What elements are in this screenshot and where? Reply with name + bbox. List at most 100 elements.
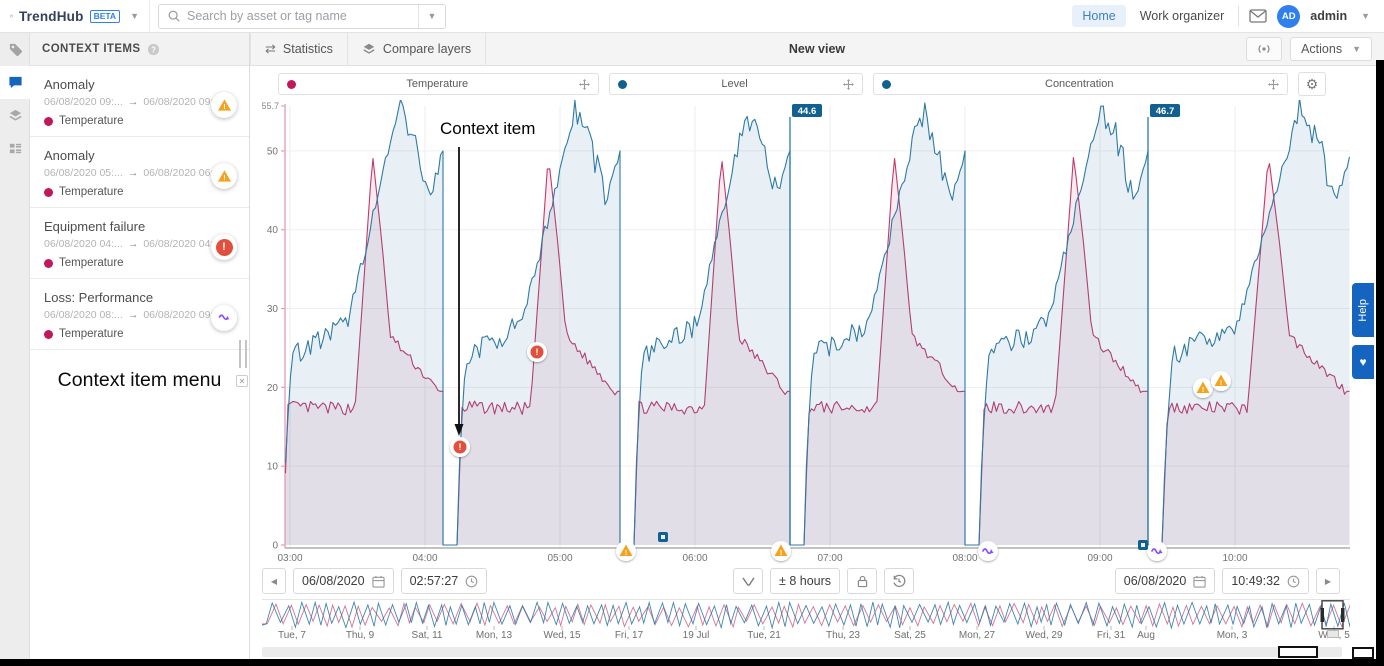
nav-work-organizer[interactable]: Work organizer	[1139, 9, 1225, 23]
svg-text:10: 10	[267, 462, 279, 473]
compare-layers-button[interactable]: Compare layers	[348, 33, 487, 65]
warning-marker[interactable]: !	[616, 541, 636, 561]
overview-tick-label: Mon, 3	[1216, 630, 1248, 641]
context-item-start: 06/08/2020 04:...	[44, 238, 123, 250]
divider	[418, 4, 419, 28]
svg-text:55.7: 55.7	[261, 101, 279, 111]
nav-home[interactable]: Home	[1072, 5, 1126, 27]
icon-rail	[0, 33, 30, 666]
chevron-down-icon[interactable]: ▼	[130, 11, 139, 21]
overview-tick-label: Wed, 15	[543, 630, 581, 641]
clock-icon	[1287, 575, 1300, 587]
history-button[interactable]	[884, 568, 915, 594]
panel-resize-handle[interactable]	[239, 340, 247, 368]
arrow-right-icon: →	[127, 309, 139, 321]
context-item-title: Anomaly	[44, 77, 95, 92]
duration-field[interactable]: ± 8 hours	[770, 568, 841, 594]
svg-text:44.6: 44.6	[798, 106, 817, 117]
arrow-right-icon: →	[127, 238, 139, 250]
error-marker[interactable]: !	[450, 437, 470, 457]
warning-marker[interactable]: !	[771, 541, 791, 561]
svg-text:0: 0	[272, 541, 278, 552]
actions-button[interactable]: Actions ▼	[1290, 37, 1372, 61]
warning-status-badge[interactable]: !	[211, 92, 237, 118]
avatar[interactable]: AD	[1277, 4, 1301, 28]
warning-status-badge[interactable]: !	[211, 163, 237, 189]
context-item-row[interactable]: Anomaly 06/08/2020 09:... → 06/08/2020 0…	[30, 66, 249, 137]
layers-rail-button[interactable]	[0, 99, 30, 132]
svg-text:04:00: 04:00	[412, 553, 437, 564]
arrow-right-icon: →	[127, 167, 139, 179]
series-label: Level	[721, 78, 748, 90]
lock-range-button[interactable]	[847, 568, 878, 594]
statistics-button[interactable]: ⇄ Statistics	[250, 33, 348, 65]
context-item-title: Equipment failure	[44, 219, 146, 234]
error-status-badge[interactable]: !	[211, 234, 237, 260]
svg-text:!: !	[223, 102, 225, 111]
chevron-down-icon[interactable]: ▼	[1361, 11, 1370, 21]
overview-selection-grip[interactable]	[1326, 630, 1339, 638]
pan-right-button[interactable]: ▶	[1316, 568, 1340, 594]
svg-text:!: !	[223, 173, 225, 182]
zoom-extent-box[interactable]	[1352, 647, 1374, 659]
series-pill-level[interactable]: Level	[608, 73, 863, 95]
user-name[interactable]: admin	[1310, 9, 1348, 23]
end-date-field[interactable]: 06/08/2020	[1114, 568, 1216, 594]
envelope-icon[interactable]	[1249, 9, 1267, 23]
panel-close-button[interactable]: ✕	[236, 375, 248, 387]
svg-text:!: !	[536, 347, 539, 357]
context-item-end: 06/08/2020 09:...	[143, 309, 223, 321]
context-item-row[interactable]: Equipment failure 06/08/2020 04:... → 06…	[30, 208, 249, 279]
value-badge[interactable]: 44.6	[792, 104, 822, 117]
move-icon[interactable]	[1268, 78, 1279, 90]
start-date-field[interactable]: 06/08/2020	[293, 568, 394, 594]
value-badge[interactable]: 46.7	[1150, 104, 1180, 117]
loss-marker[interactable]	[1147, 541, 1167, 561]
start-time-field[interactable]: 02:57:27	[400, 568, 488, 594]
end-time-field[interactable]: 10:49:32	[1222, 568, 1309, 594]
error-marker[interactable]: !	[527, 342, 547, 362]
overview-tick-label: Tue, 21	[747, 630, 781, 641]
svg-text:!: !	[459, 442, 462, 452]
move-icon[interactable]	[842, 78, 854, 90]
svg-text:!: !	[1202, 387, 1204, 394]
pan-left-button[interactable]: ◀	[262, 568, 286, 594]
valley-curve-icon	[741, 576, 755, 586]
context-item-row[interactable]: Anomaly 06/08/2020 05:... → 06/08/2020 0…	[30, 137, 249, 208]
overview-tick-label: Aug	[1137, 630, 1155, 641]
series-pill-concentration[interactable]: Concentration	[872, 73, 1288, 95]
chart-settings-button[interactable]: ⚙	[1298, 72, 1326, 96]
context-items-rail-button[interactable]	[0, 66, 30, 99]
search-input[interactable]	[181, 9, 418, 23]
warning-marker[interactable]: !	[1193, 378, 1213, 398]
main-content: ⇄ Statistics Compare layers New view	[250, 33, 1384, 666]
comment-icon	[8, 76, 22, 89]
warning-marker[interactable]: !	[1211, 371, 1231, 391]
context-item-end: 06/08/2020 04:...	[143, 238, 223, 250]
tags-rail-button[interactable]	[0, 33, 30, 66]
series-color-dot	[881, 79, 891, 89]
help-tab[interactable]: Help	[1352, 283, 1374, 337]
brand[interactable]: TrendHub BETA ▼	[0, 0, 150, 32]
focus-chart-button[interactable]	[733, 568, 763, 594]
series-pill-temperature[interactable]: Temperature	[278, 73, 599, 95]
tag-icon	[9, 43, 22, 56]
loss-marker[interactable]	[978, 541, 998, 561]
move-icon[interactable]	[578, 78, 590, 90]
feedback-heart-button[interactable]: ♥	[1352, 345, 1374, 379]
scrollbar-thumb[interactable]	[1278, 646, 1318, 658]
live-broadcast-button[interactable]	[1246, 37, 1283, 61]
loss-status-badge[interactable]	[211, 305, 237, 331]
chip-marker[interactable]	[658, 532, 668, 542]
horizontal-scrollbar[interactable]	[262, 646, 1342, 658]
search-dropdown-chevron-icon[interactable]: ▼	[427, 11, 437, 21]
search-icon	[168, 10, 180, 22]
overview-strip[interactable]	[261, 599, 1357, 630]
table-view-rail-button[interactable]	[0, 132, 30, 165]
trend-chart[interactable]: 03:00 04:00 05:00 06:00 07:00 08:00 09:00 10:00…	[250, 100, 1384, 570]
help-circle-icon[interactable]: ?	[147, 43, 160, 56]
context-item-row[interactable]: Loss: Performance 06/08/2020 08:... → 06…	[30, 279, 249, 350]
svg-text:09:00: 09:00	[1087, 553, 1112, 564]
context-item-start: 06/08/2020 05:...	[44, 167, 123, 179]
chip-marker[interactable]	[1138, 540, 1148, 550]
